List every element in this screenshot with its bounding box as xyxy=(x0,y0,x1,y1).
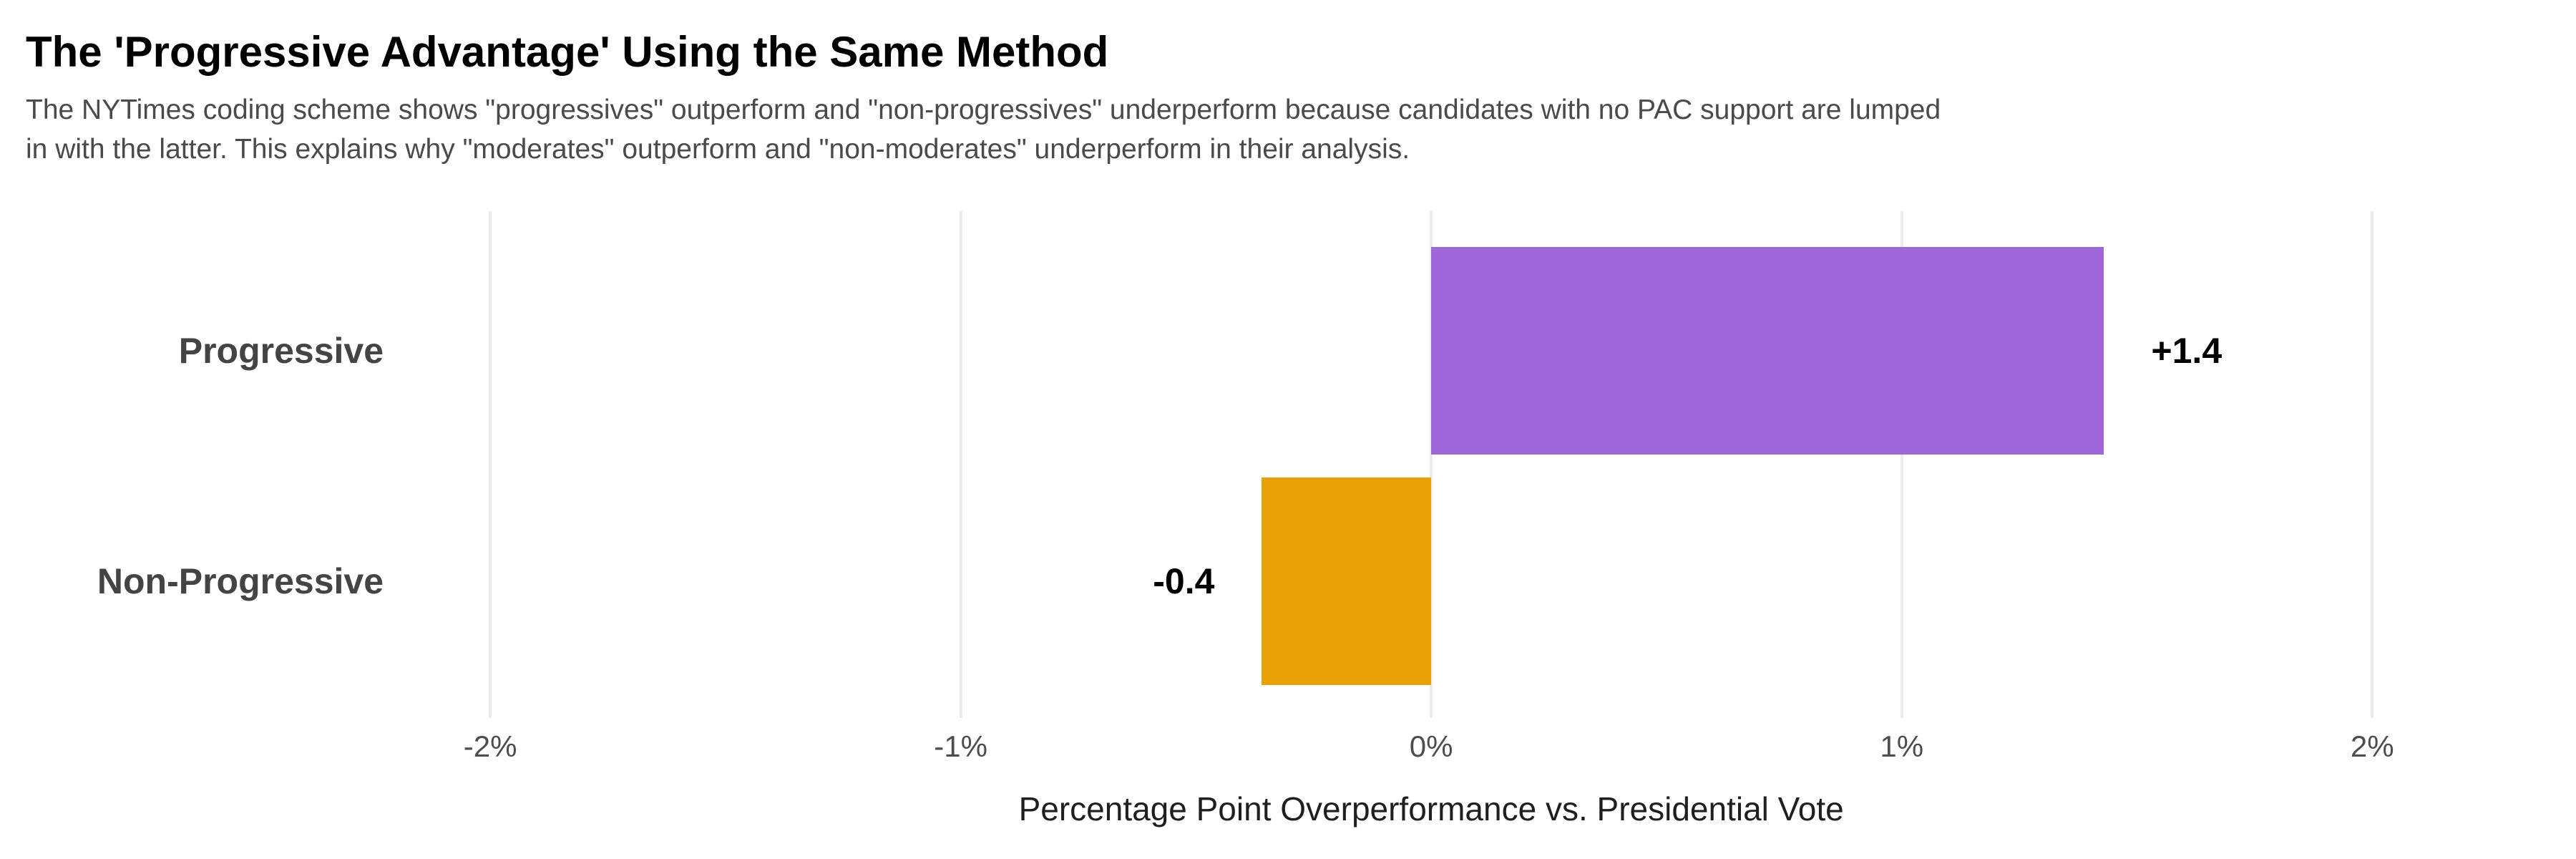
chart-title: The 'Progressive Advantage' Using the Sa… xyxy=(26,28,1109,76)
x-tick-label: -2% xyxy=(463,729,517,763)
x-tick-label: -1% xyxy=(934,729,987,763)
bar-non-progressive xyxy=(1262,477,1432,686)
gridline xyxy=(1430,210,1433,718)
x-tick-label: 2% xyxy=(2350,729,2394,763)
x-tick-label: 1% xyxy=(1880,729,1924,763)
gridline xyxy=(2371,210,2374,718)
chart-subtitle: The NYTimes coding scheme shows "progres… xyxy=(26,90,1941,169)
bar-progressive xyxy=(1431,246,2104,455)
category-label: Non-Progressive xyxy=(97,561,384,602)
value-label: -0.4 xyxy=(1153,561,1215,602)
chart-subtitle-line-2: in with the latter. This explains why "m… xyxy=(26,134,1410,165)
category-label: Progressive xyxy=(178,330,384,371)
gridline xyxy=(959,210,962,718)
gridline xyxy=(489,210,492,718)
x-tick-label: 0% xyxy=(1409,729,1453,763)
chart-subtitle-line-1: The NYTimes coding scheme shows "progres… xyxy=(26,94,1941,125)
x-axis-title: Percentage Point Overperformance vs. Pre… xyxy=(1018,790,1844,828)
gridline xyxy=(1900,210,1903,718)
value-label: +1.4 xyxy=(2151,330,2223,371)
